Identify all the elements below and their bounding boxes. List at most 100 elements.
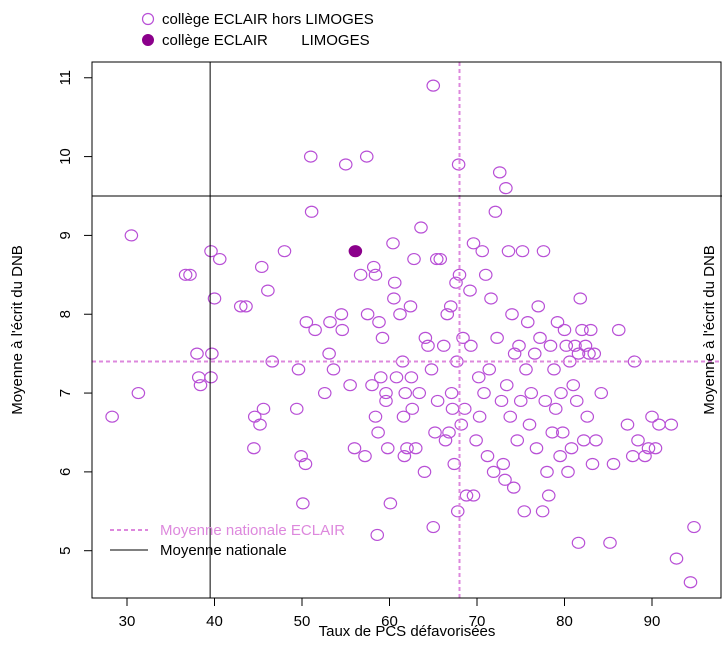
data-point: [386, 237, 400, 250]
data-point: [456, 331, 470, 344]
data-point: [398, 386, 413, 400]
x-tick-label: 90: [644, 613, 661, 630]
data-point: [375, 331, 390, 344]
data-point: [520, 316, 535, 329]
data-point: [503, 410, 518, 423]
data-point: [358, 450, 372, 463]
data-point: [365, 379, 379, 392]
data-point: [405, 402, 420, 415]
data-point: [131, 386, 146, 400]
data-point: [669, 552, 684, 565]
data-point: [536, 245, 551, 258]
data-point: [576, 434, 591, 447]
data-point: [366, 260, 381, 274]
data-point: [638, 450, 652, 463]
y-tick-label: 11: [57, 70, 74, 86]
data-point: [522, 418, 537, 431]
data-point: [247, 442, 261, 455]
data-point: [499, 379, 514, 392]
bottom-legend: Moyenne nationale ECLAIR Moyenne nationa…: [110, 522, 345, 559]
data-point: [498, 473, 512, 486]
x-axis-title: Taux de PCS défavorisées: [319, 623, 496, 640]
data-point: [524, 386, 539, 400]
data-point: [397, 450, 412, 463]
data-point: [580, 410, 595, 423]
data-point: [403, 300, 418, 313]
data-point: [603, 536, 617, 549]
data-point: [515, 245, 530, 258]
data-point: [444, 386, 459, 400]
data-point: [564, 442, 579, 455]
legend-label-national: Moyenne nationale: [160, 542, 287, 559]
data-point: [538, 394, 553, 408]
data-point: [430, 394, 445, 408]
data-point: [191, 371, 206, 384]
data-point: [190, 347, 204, 360]
data-point: [440, 308, 455, 321]
data-point: [529, 442, 544, 455]
data-point: [540, 465, 554, 478]
data-point: [254, 260, 269, 274]
plot-frame: [91, 61, 722, 599]
data-point: [322, 347, 336, 360]
data-point: [466, 489, 481, 502]
data-point: [338, 158, 353, 171]
points-layer: [105, 79, 701, 589]
data-point: [531, 300, 546, 313]
data-point: [548, 402, 563, 415]
data-point: [454, 418, 469, 431]
legend-open-circle-marker: [141, 12, 155, 26]
data-point: [492, 166, 507, 179]
data-point: [553, 450, 567, 463]
data-point: [124, 229, 139, 242]
data-point: [308, 323, 322, 337]
data-point: [571, 347, 586, 360]
data-point: [683, 576, 698, 589]
data-point: [486, 465, 501, 478]
x-tick-label: 60: [381, 613, 398, 630]
data-point: [550, 316, 565, 329]
data-point: [343, 379, 357, 392]
data-point: [547, 363, 561, 376]
data-point: [426, 79, 441, 92]
data-point: [557, 323, 572, 337]
data-point: [477, 386, 491, 400]
data-point: [335, 323, 350, 337]
data-point: [212, 252, 227, 266]
data-point: [438, 434, 453, 447]
data-point: [512, 339, 526, 352]
data-point: [421, 339, 435, 352]
data-point: [583, 323, 598, 337]
x-tick-label: 40: [206, 613, 223, 630]
x-tick-label: 70: [469, 613, 486, 630]
x-tick-label: 50: [294, 613, 311, 630]
data-point: [417, 465, 432, 478]
data-point: [472, 410, 487, 423]
data-point: [429, 252, 444, 266]
data-point: [494, 394, 509, 408]
data-point: [299, 316, 314, 329]
data-point: [664, 418, 679, 431]
data-point: [414, 221, 428, 234]
data-point: [541, 489, 556, 502]
y-axis-title: Moyenne à l'écrit du DNB: [9, 245, 26, 415]
data-point: [517, 505, 532, 518]
data-point: [296, 497, 310, 510]
data-point: [353, 268, 368, 281]
y-axis-title-right: Moyenne à l'écrit du DNB: [701, 245, 718, 415]
data-point: [372, 316, 386, 329]
x-axis: 30 40 50 60 70 80 90: [119, 598, 661, 630]
data-point: [488, 205, 503, 218]
data-point: [625, 450, 640, 463]
data-point: [620, 418, 635, 431]
data-point: [533, 331, 547, 344]
legend-label-limoges: collège ECLAIR LIMOGES: [162, 32, 370, 49]
data-point: [578, 339, 593, 352]
data-point: [294, 450, 308, 463]
data-point: [379, 386, 393, 400]
data-point: [277, 245, 292, 258]
data-point: [510, 434, 525, 447]
data-point: [569, 394, 584, 408]
data-point: [466, 237, 481, 250]
